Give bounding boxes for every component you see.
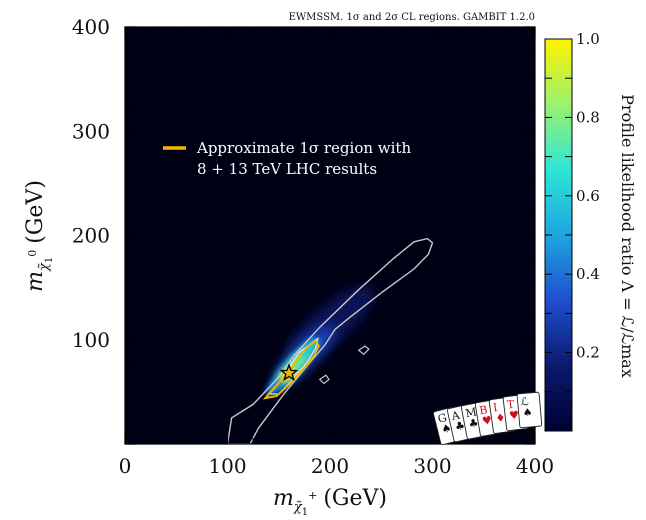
two-sigma-island bbox=[318, 374, 330, 385]
card-letter: ℒ bbox=[520, 395, 529, 409]
x-tick-label: 400 bbox=[516, 454, 554, 478]
x-tick-label: 0 bbox=[119, 454, 132, 478]
axis-ticks bbox=[124, 26, 536, 445]
legend-line-2: 8 + 13 TeV LHC results bbox=[197, 160, 377, 178]
card-letter: G bbox=[436, 411, 448, 426]
colorbar-tick-label: 0.2 bbox=[576, 344, 600, 362]
x-tick-label: 300 bbox=[413, 454, 451, 478]
x-axis-sup: + bbox=[308, 489, 317, 502]
colorbar-tick-label: 0.6 bbox=[576, 187, 600, 205]
card-suit-icon: ♣ bbox=[467, 416, 479, 431]
gambit-logo: G♠A♣M♣B♥I♦T♥ℒ♠ bbox=[432, 391, 543, 446]
colorbar-ticks: 0.2 0.4 0.6 0.8 1.0 bbox=[545, 30, 600, 393]
svg-text:mχ̃10(GeV): mχ̃10 (GeV) bbox=[23, 180, 55, 292]
playing-card: ℒ♠ bbox=[516, 391, 543, 429]
best-fit-star-icon bbox=[279, 363, 299, 382]
legend-line-1: Approximate 1σ region with bbox=[196, 139, 411, 157]
y-axis-subsub: 1 bbox=[44, 257, 55, 263]
card-suit-icon: ♠ bbox=[522, 406, 533, 420]
x-tick-label: 200 bbox=[311, 454, 349, 478]
card-suit-icon: ♥ bbox=[481, 414, 493, 428]
card-suit-icon: ♠ bbox=[440, 421, 453, 436]
x-axis-title: mχ̃1+ (GeV) bbox=[273, 486, 387, 518]
y-axis-unit: (GeV) bbox=[23, 180, 48, 244]
card-letter: A bbox=[449, 408, 462, 423]
colorbar-tick-label: 0.4 bbox=[576, 265, 600, 283]
x-axis-subsub: 1 bbox=[302, 507, 308, 518]
x-axis-unit: (GeV) bbox=[323, 486, 387, 511]
two-sigma-island bbox=[357, 345, 370, 356]
card-letter: I bbox=[492, 401, 498, 414]
card-suit-icon: ♥ bbox=[508, 408, 519, 422]
colorbar-label: Profile likelihood ratio Λ = ℒ/ℒmax bbox=[618, 94, 637, 378]
colorbar-tick-label: 1.0 bbox=[576, 30, 600, 48]
card-letter: B bbox=[478, 403, 488, 417]
card-letter: M bbox=[464, 405, 478, 420]
y-tick-label: 100 bbox=[72, 328, 110, 352]
x-tick-label: 100 bbox=[208, 454, 246, 478]
card-suit-icon: ♦ bbox=[495, 411, 507, 425]
card-letter: T bbox=[506, 398, 515, 412]
y-axis-sup: 0 bbox=[26, 250, 39, 257]
y-tick-label: 300 bbox=[72, 119, 110, 143]
chart-title: EWMSSM. 1σ and 2σ CL regions. GAMBIT 1.2… bbox=[289, 12, 535, 23]
card-suit-icon: ♣ bbox=[454, 419, 466, 434]
legend: Approximate 1σ region with 8 + 13 TeV LH… bbox=[163, 139, 411, 178]
y-axis-title: mχ̃10 (GeV) bbox=[23, 180, 55, 292]
colorbar-tick-label: 0.8 bbox=[576, 108, 600, 126]
x-tick-labels: 0 100 200 300 400 bbox=[119, 454, 554, 478]
approx-one-sigma-contour bbox=[262, 339, 320, 400]
y-tick-label: 200 bbox=[72, 224, 110, 248]
x-axis-sub: χ̃ bbox=[293, 500, 303, 515]
svg-text:Profile likelihood ratio Λ = ℒ: Profile likelihood ratio Λ = ℒ/ℒmax bbox=[618, 94, 637, 378]
x-axis-symbol: m bbox=[273, 486, 294, 511]
plot-area bbox=[125, 27, 535, 444]
y-tick-label: 400 bbox=[72, 15, 110, 39]
y-tick-labels: 100 200 300 400 bbox=[72, 15, 110, 352]
best-fit-star bbox=[279, 363, 299, 382]
card-face bbox=[516, 391, 543, 429]
y-axis-symbol: m bbox=[23, 271, 48, 292]
y-axis-sub: χ̃ bbox=[37, 262, 52, 272]
